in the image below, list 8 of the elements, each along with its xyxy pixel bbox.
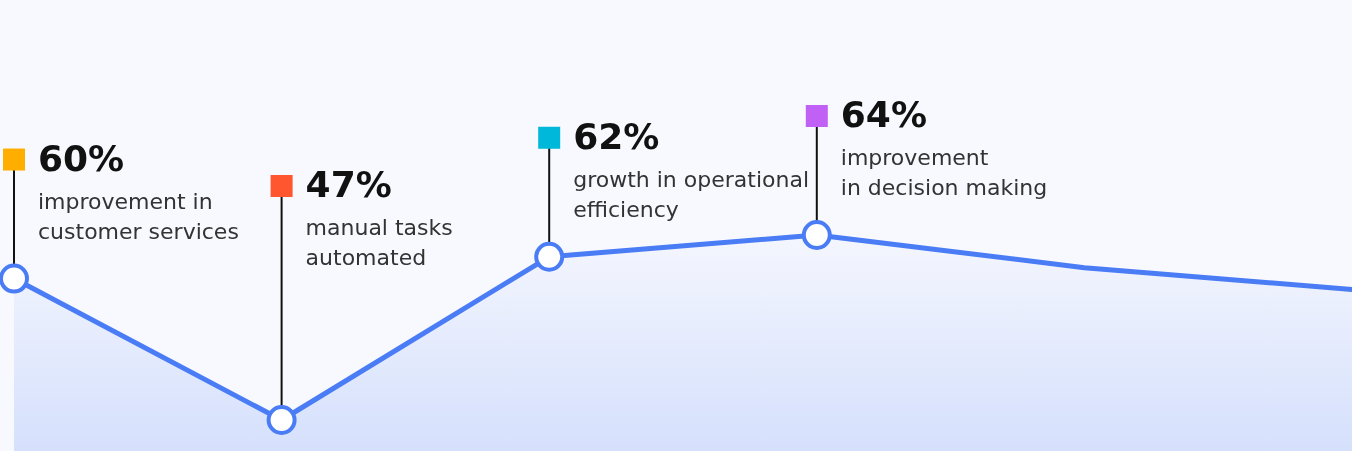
data-label: 62% bbox=[573, 115, 660, 157]
annotation: manual tasks automated bbox=[305, 215, 453, 270]
data-label: 60% bbox=[38, 137, 125, 179]
data-label: 64% bbox=[840, 94, 927, 135]
text: growth in operational efficiency bbox=[573, 166, 810, 222]
annotation: improvement in customer services bbox=[38, 188, 239, 244]
data-label: 47% bbox=[305, 164, 392, 205]
text: improvement in decision making bbox=[840, 145, 1048, 200]
